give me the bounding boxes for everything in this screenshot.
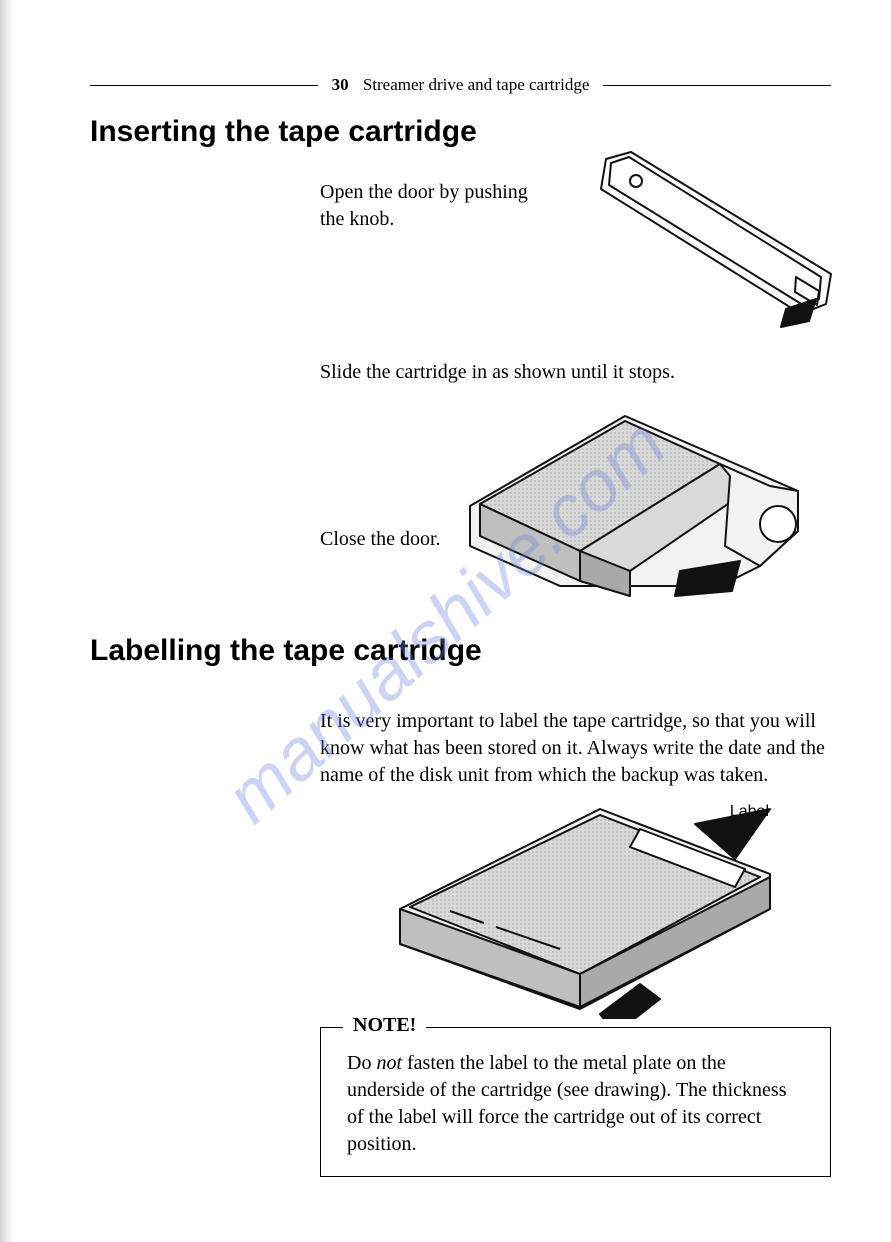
note-post: fasten the label to the metal plate on t…: [347, 1052, 786, 1155]
labelling-paragraph: It is very important to label the tape c…: [320, 708, 831, 789]
step3-block: Close the door.: [320, 396, 831, 616]
note-pre: Do: [347, 1052, 376, 1074]
note-title: NOTE!: [343, 1014, 426, 1037]
note-body: Do not fasten the label to the metal pla…: [347, 1050, 804, 1158]
page: 30 Streamer drive and tape cartridge Ins…: [0, 0, 891, 1217]
note-emphasis: not: [376, 1052, 402, 1074]
section1-heading: Inserting the tape cartridge: [90, 115, 831, 149]
callout-label: Label: [730, 803, 769, 821]
figure-door: [581, 149, 841, 339]
step1-text: Open the door by pushing the knob.: [320, 179, 540, 233]
page-number: 30: [332, 75, 349, 94]
running-title: Streamer drive and tape cartridge: [363, 75, 590, 94]
step3-text: Close the door.: [320, 526, 441, 553]
figure-drive-slot: [430, 396, 830, 616]
header-text: 30 Streamer drive and tape cartridge: [318, 75, 604, 95]
running-header: 30 Streamer drive and tape cartridge: [90, 75, 831, 95]
note-box: NOTE! Do not fasten the label to the met…: [320, 1027, 831, 1177]
step2-block: Slide the cartridge in as shown until it…: [320, 359, 831, 386]
header-rule-left: [90, 85, 318, 86]
section2-body: It is very important to label the tape c…: [320, 708, 831, 1177]
section1-body: Open the door by pushing the knob.: [320, 179, 831, 359]
header-rule-right: [603, 85, 831, 86]
figure-cartridge-label: Label: [320, 799, 831, 1019]
section2-heading: Labelling the tape cartridge: [90, 634, 831, 668]
step2-text: Slide the cartridge in as shown until it…: [320, 359, 831, 386]
